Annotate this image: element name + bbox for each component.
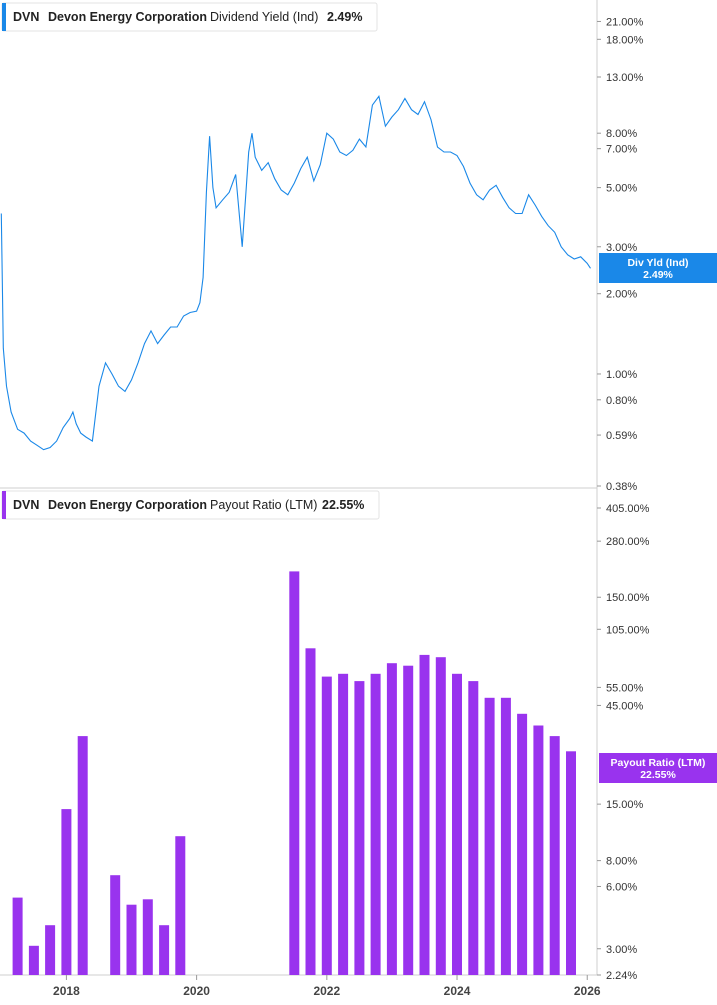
y-tick-label: 0.59% [606,430,637,442]
legend-metric: Dividend Yield (Ind) [210,10,318,24]
payout-bar [159,925,170,975]
y-tick-label: 150.00% [606,592,650,604]
payout-bar [61,809,72,975]
payout-bar [403,665,414,975]
y-tick-label: 105.00% [606,624,650,636]
y-tick-label: 2.24% [606,970,637,982]
x-tick-label: 2024 [444,984,471,998]
payout-bar [517,713,528,975]
tag-value: 2.49% [643,269,673,281]
dividend-yield-y-axis: 21.00% 18.00% 13.00% 8.00% 7.00% 5.00% 3.00% 2.… [597,16,644,493]
legend-company: Devon Energy Corporation [48,498,207,512]
y-tick-label: 55.00% [606,682,644,694]
current-value-tag [599,753,717,783]
payout-bar [175,836,186,975]
y-tick-label: 0.38% [606,481,637,493]
legend-ticker: DVN [13,498,39,512]
payout-bar [484,697,495,975]
y-tick-label: 3.00% [606,242,637,254]
payout-ratio-legend: DVN Devon Energy Corporation Payout Rati… [1,490,380,520]
payout-bar [386,663,397,975]
y-tick-label: 280.00% [606,536,650,548]
payout-bar [289,571,300,975]
y-tick-label: 8.00% [606,856,637,868]
payout-bar [533,725,544,975]
payout-bar [549,736,560,975]
x-tick-label: 2020 [183,984,210,998]
y-tick-label: 3.00% [606,944,637,956]
payout-bar [110,875,121,975]
dividend-yield-legend: DVN Devon Energy Corporation Dividend Yi… [1,2,378,32]
payout-bar [468,681,479,975]
legend-swatch [2,3,6,31]
y-tick-label: 7.00% [606,144,637,156]
payout-bar [338,673,349,975]
payout-bar [452,673,462,975]
payout-ratio-panel: 405.00% 280.00% 150.00% 105.00% 55.00% 45.00%… [1,490,717,982]
x-tick-label: 2026 [574,984,601,998]
payout-ratio-current-tag: Payout Ratio (LTM) 22.55% [599,753,717,783]
legend-value: 2.49% [327,10,362,24]
y-tick-label: 8.00% [606,128,637,140]
y-tick-label: 6.00% [606,881,637,893]
y-tick-label: 21.00% [606,16,644,28]
y-tick-label: 2.00% [606,289,637,301]
payout-bar [354,681,365,975]
payout-bar [419,654,430,975]
dividend-yield-panel: 21.00% 18.00% 13.00% 8.00% 7.00% 5.00% 3.00% 2.… [0,2,717,493]
payout-bar [305,648,316,975]
legend-swatch [2,491,6,519]
y-tick-label: 15.00% [606,799,644,811]
y-tick-label: 1.00% [606,369,637,381]
payout-bar [321,676,332,975]
y-tick-label: 0.80% [606,395,637,407]
payout-bar [370,673,381,975]
payout-bar [12,897,23,975]
tag-label: Div Yld (Ind) [627,257,688,269]
payout-bar [77,736,88,975]
payout-bar [566,751,576,975]
payout-bar [28,945,39,975]
current-value-tag [599,253,717,283]
y-tick-label: 5.00% [606,183,637,195]
payout-bar [500,697,511,975]
x-tick-label: 2022 [313,984,340,998]
payout-ratio-y-axis: 405.00% 280.00% 150.00% 105.00% 55.00% 45.00%… [597,503,650,982]
y-tick-label: 13.00% [606,72,644,84]
y-tick-label: 45.00% [606,700,644,712]
y-tick-label: 405.00% [606,503,650,515]
y-tick-label: 18.00% [606,34,644,46]
legend-ticker: DVN [13,10,39,24]
x-tick-label: 2018 [53,984,80,998]
legend-company: Devon Energy Corporation [48,10,207,24]
payout-bar [126,904,137,975]
x-axis: 2018 2020 2022 2024 2026 [53,975,601,998]
payout-ratio-bars [12,571,576,975]
tag-value: 22.55% [640,769,676,781]
payout-bar [435,657,446,975]
payout-bar [142,899,153,975]
dividend-yield-current-tag: Div Yld (Ind) 2.49% [599,253,717,283]
dividend-yield-line [0,94,591,451]
legend-value: 22.55% [322,498,364,512]
payout-bar [45,925,56,975]
legend-metric: Payout Ratio (LTM) [210,498,317,512]
tag-label: Payout Ratio (LTM) [611,757,706,769]
